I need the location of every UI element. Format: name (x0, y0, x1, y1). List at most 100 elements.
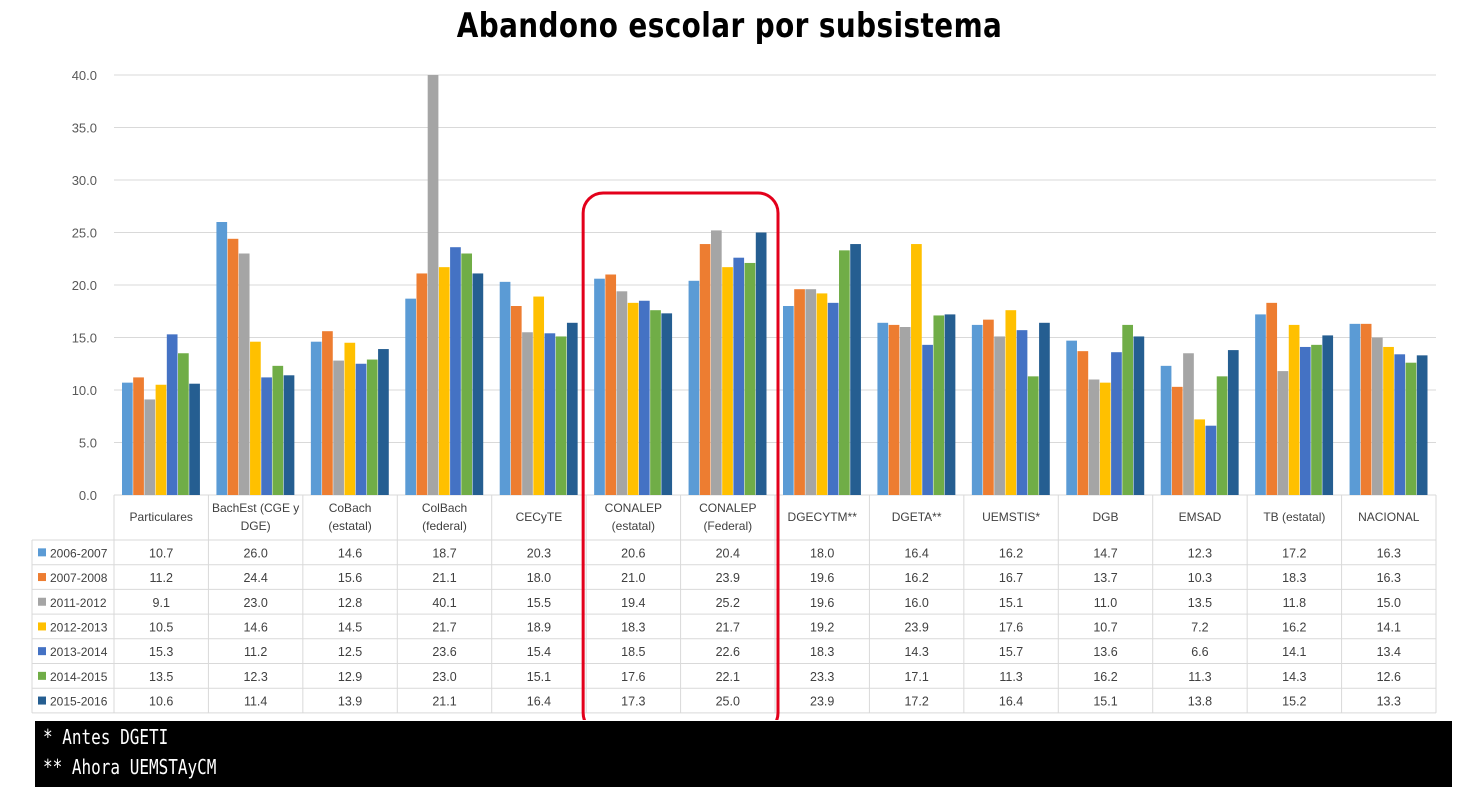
category-label: EMSAD (1179, 510, 1222, 524)
data-label: 11.2 (150, 571, 173, 585)
bar-2006-2007-dgecytm (783, 306, 794, 495)
bar-2015-2016-emsad (1227, 350, 1239, 495)
bar-2006-2007-cecyte (499, 281, 511, 495)
data-label: 18.3 (621, 620, 645, 634)
y-tick-label: 5.0 (79, 436, 97, 451)
legend-key-2014-2015 (38, 671, 46, 680)
y-tick-label: 10.0 (72, 383, 97, 398)
data-label: 10.7 (1093, 620, 1117, 634)
legend-key-2007-2008 (38, 573, 46, 582)
bar-2012-2013-dgb (1099, 382, 1111, 495)
legend-label-2011-2012: 2011-2012 (50, 596, 107, 610)
bar-2012-2013-emsad (1194, 419, 1206, 495)
data-label: 12.9 (338, 670, 362, 684)
chart-svg: 0.0 5.0 10.0 15.0 20.0 25.0 30.0 35.0 40.0 Parti… (31, 68, 1437, 720)
category-label: (Federal) (703, 519, 752, 533)
bar-2014-2015-cecyte (555, 336, 567, 495)
data-label: 16.3 (1377, 571, 1401, 585)
y-tick-label: 40.0 (72, 68, 97, 83)
data-label: 14.3 (904, 645, 928, 659)
data-label: 14.5 (338, 620, 362, 634)
bar-2011-2012-uemstis (994, 336, 1005, 495)
data-label: 20.3 (527, 546, 551, 560)
bar-2013-2014-dgeta (922, 344, 933, 495)
data-label: 18.5 (621, 645, 645, 659)
bar-2015-2016-cobach-estatal (378, 349, 389, 495)
bar-2015-2016-colbach-federal (472, 273, 484, 495)
category-label: DGE) (241, 519, 271, 533)
bar-2014-2015-colbach-federal (461, 253, 473, 495)
bar-2014-2015-uemstis (1027, 376, 1039, 495)
bar-2015-2016-cecyte (566, 322, 578, 495)
bar-2013-2014-cecyte (544, 333, 556, 495)
data-label: 13.8 (1188, 695, 1212, 709)
category-label: (estatal) (612, 519, 655, 533)
data-label: 11.3 (1188, 670, 1211, 684)
data-label: 18.3 (810, 645, 834, 659)
bar-2014-2015-nacional (1405, 362, 1417, 495)
data-label: 14.6 (338, 546, 362, 560)
bar-2006-2007-dgeta (877, 322, 889, 495)
bar-2013-2014-nacional (1394, 354, 1406, 495)
bar-2007-2008-conalep-federal (699, 244, 711, 495)
data-label: 15.4 (527, 645, 551, 659)
data-label: 17.2 (904, 695, 928, 709)
bar-2006-2007-particulares (122, 382, 133, 495)
bar-2013-2014-uemstis (1016, 330, 1028, 495)
bar-2013-2014-conalep-estatal (638, 300, 650, 495)
legend-label-2007-2008: 2007-2008 (50, 571, 108, 585)
footnote-1: * Antes DGETI (43, 725, 169, 749)
bar-2007-2008-particulares (133, 377, 144, 495)
legend-label-2012-2013: 2012-2013 (50, 620, 108, 634)
data-label: 9.1 (153, 596, 170, 610)
data-label: 18.0 (810, 546, 834, 560)
bar-2011-2012-cobach-estatal (333, 360, 344, 495)
data-label: 21.7 (432, 620, 456, 634)
data-label: 20.6 (621, 546, 645, 560)
data-label: 23.9 (716, 571, 740, 585)
bar-2007-2008-dgb (1077, 351, 1089, 495)
bar-2013-2014-dgecytm (827, 302, 839, 495)
legend-key-2011-2012 (38, 597, 46, 606)
bar-2011-2012-emsad (1183, 353, 1194, 495)
bar-2014-2015-bachest-cge-y-dge (272, 365, 284, 495)
data-label: 25.2 (716, 596, 740, 610)
bar-2007-2008-dgeta (888, 324, 900, 495)
data-label: 11.3 (999, 670, 1022, 684)
bar-2014-2015-dgecytm (839, 250, 850, 495)
bar-2013-2014-tb-estatal (1299, 346, 1311, 495)
data-label: 10.6 (149, 695, 173, 709)
bar-2013-2014-emsad (1205, 425, 1217, 495)
category-label: BachEst (CGE y (212, 501, 299, 515)
bar-2007-2008-cecyte (510, 306, 522, 495)
data-label: 18.7 (432, 546, 456, 560)
bar-2011-2012-conalep-estatal (616, 291, 628, 495)
data-label: 21.7 (716, 620, 740, 634)
data-label: 12.8 (338, 596, 362, 610)
category-label: TB (estatal) (1263, 510, 1325, 524)
bar-2006-2007-bachest-cge-y-dge (216, 222, 228, 495)
bar-2013-2014-cobach-estatal (355, 363, 367, 495)
data-label: 17.6 (999, 620, 1023, 634)
data-label: 15.3 (149, 645, 173, 659)
category-label: (federal) (422, 519, 467, 533)
data-label: 18.3 (1282, 571, 1306, 585)
data-label: 16.4 (904, 546, 928, 560)
bar-2012-2013-conalep-estatal (627, 302, 639, 495)
bar-2015-2016-conalep-federal (755, 232, 767, 495)
bar-2007-2008-bachest-cge-y-dge (227, 238, 239, 496)
data-label: 15.1 (999, 596, 1023, 610)
data-label: 21.1 (432, 695, 456, 709)
bar-2012-2013-bachest-cge-y-dge (250, 341, 261, 495)
category-label: UEMSTIS* (982, 510, 1040, 524)
data-label: 22.6 (716, 645, 740, 659)
bar-2014-2015-dgb (1122, 324, 1134, 495)
data-label: 23.3 (810, 670, 834, 684)
bar-2007-2008-emsad (1171, 386, 1183, 495)
legend-key-2015-2016 (38, 696, 46, 705)
bar-2013-2014-particulares (166, 334, 178, 495)
data-label: 15.0 (1377, 596, 1401, 610)
data-label: 16.7 (999, 571, 1023, 585)
data-label: 16.4 (999, 695, 1023, 709)
bar-2006-2007-cobach-estatal (310, 341, 322, 495)
